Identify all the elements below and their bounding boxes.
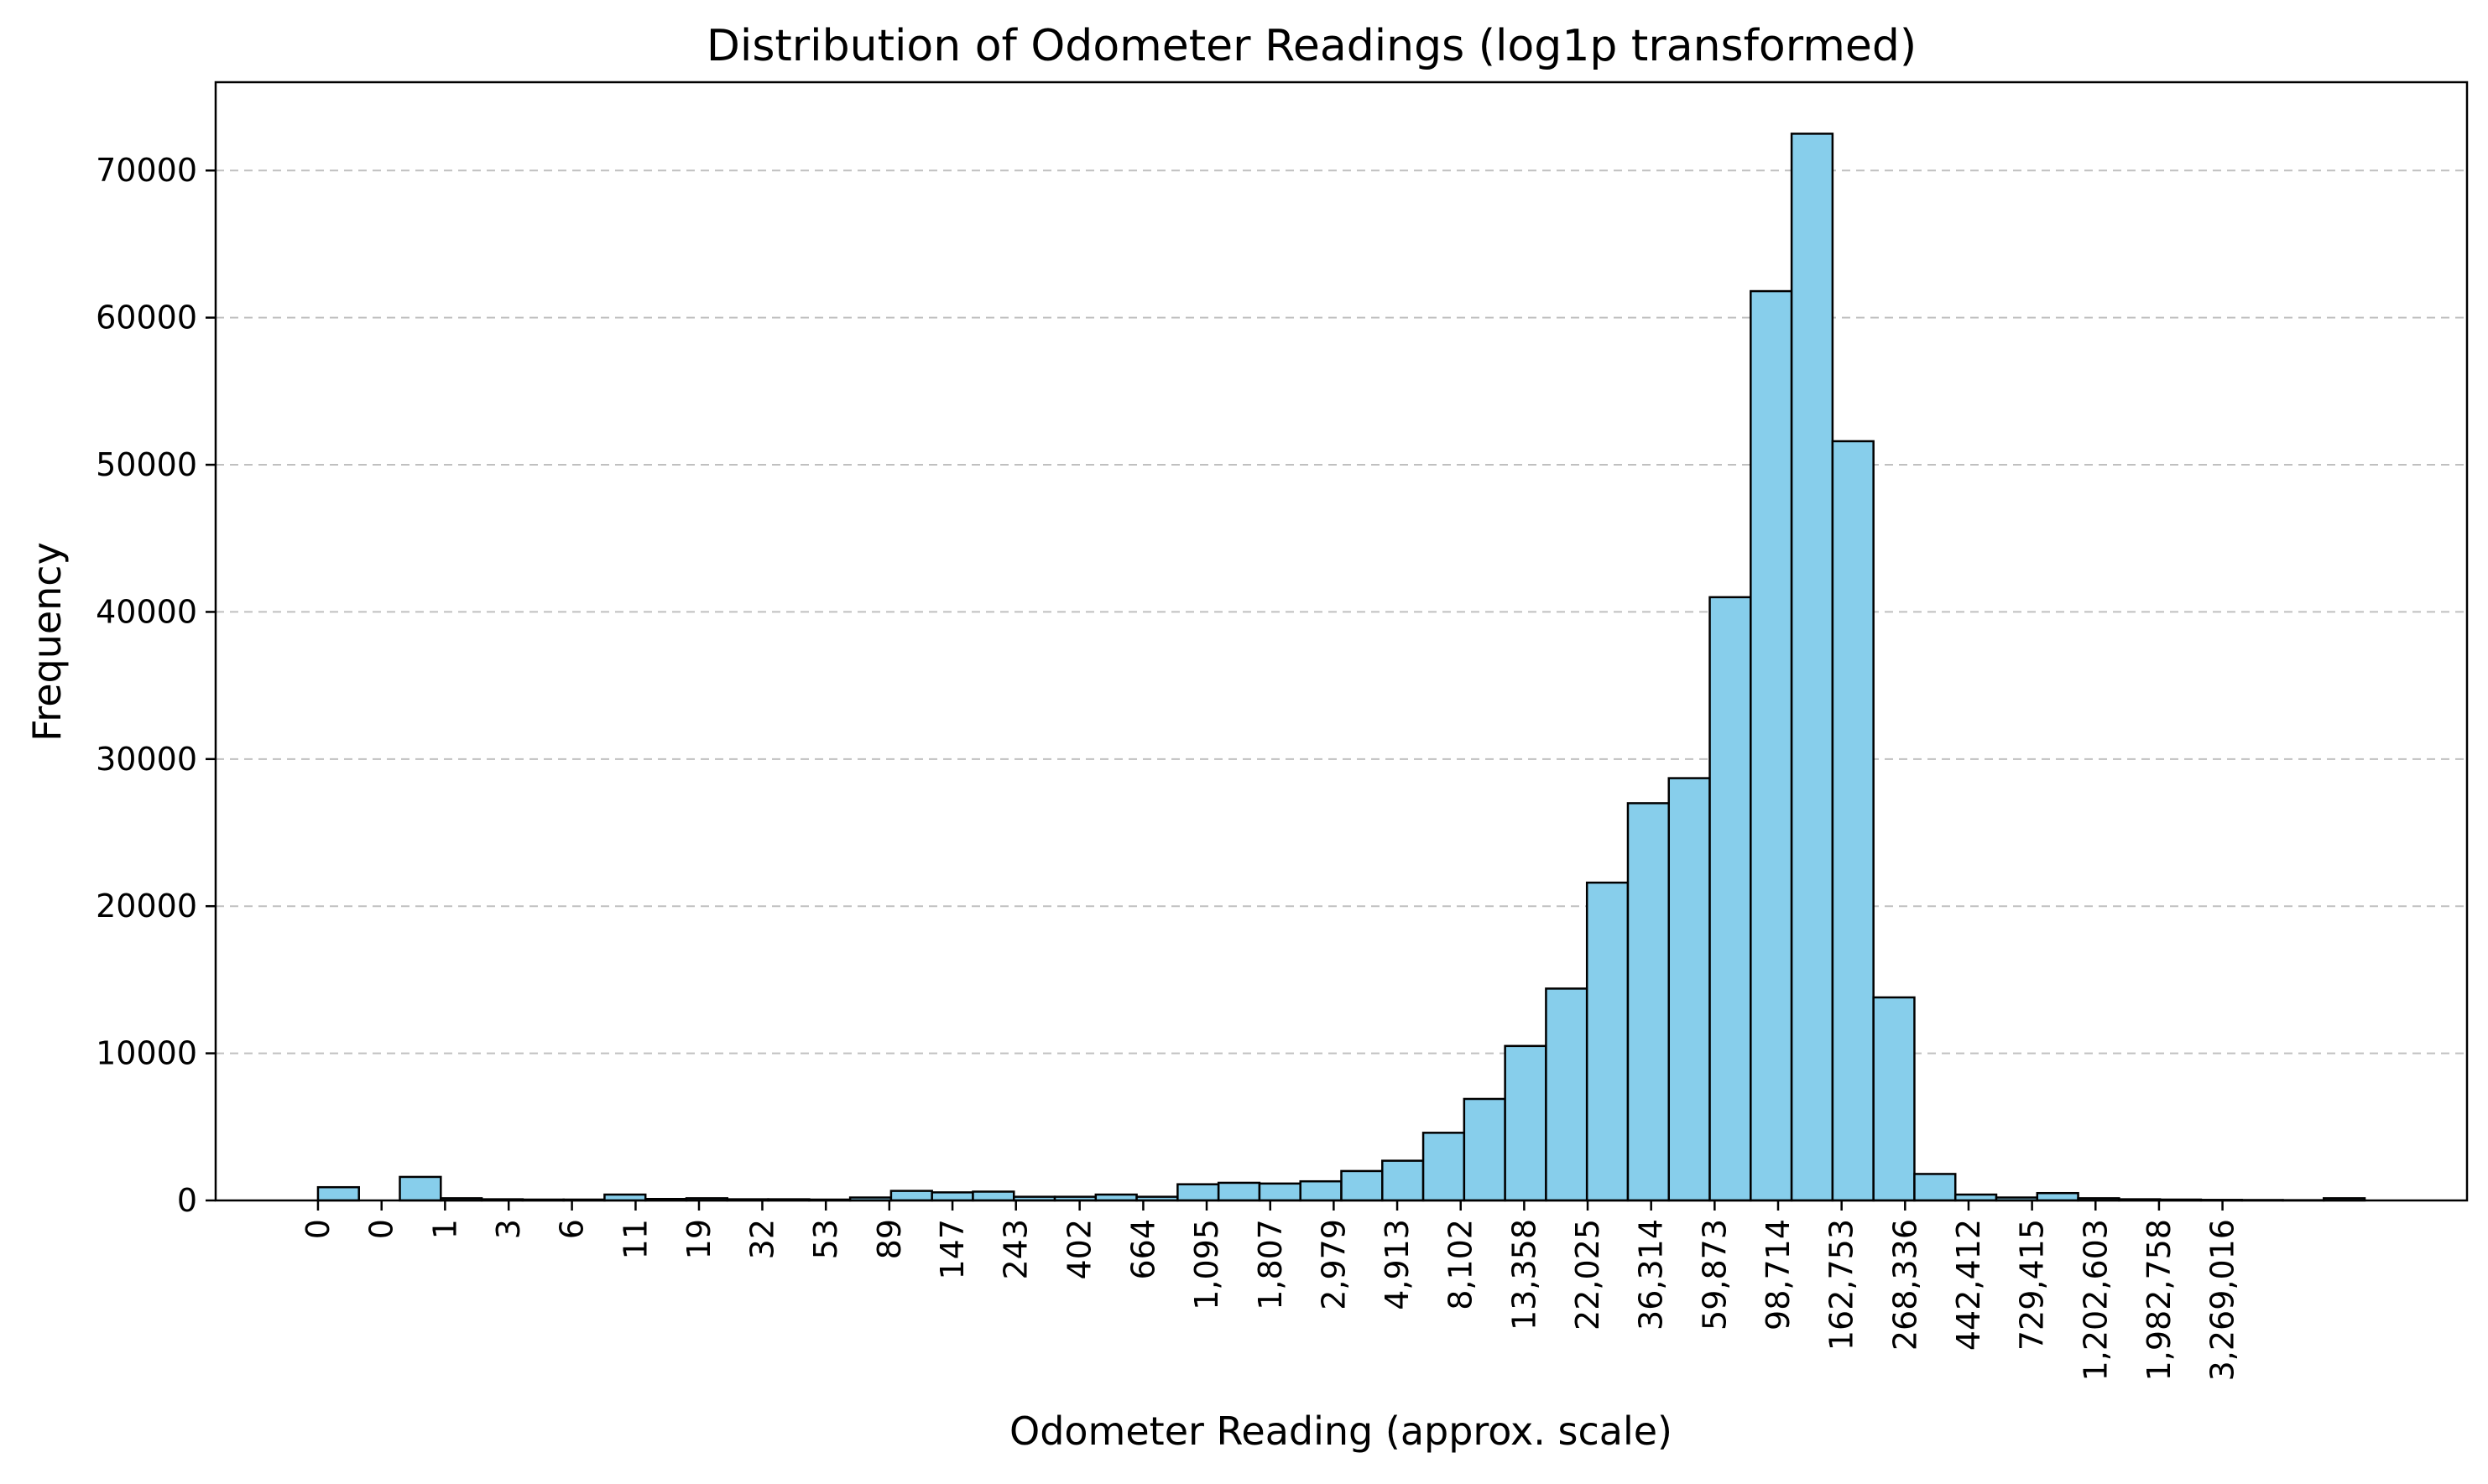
x-tick-label: 32 (743, 1219, 780, 1259)
x-tick-label: 59,873 (1696, 1219, 1733, 1330)
x-tick-label: 243 (998, 1219, 1035, 1280)
histogram-bar (1301, 1181, 1342, 1200)
histogram-bar (1342, 1171, 1383, 1200)
x-tick-label: 4,913 (1379, 1219, 1416, 1310)
x-tick-label: 402 (1061, 1219, 1098, 1280)
x-tick-label: 268,336 (1886, 1219, 1923, 1351)
y-tick-label: 70000 (96, 152, 197, 189)
x-tick-label: 11 (617, 1219, 654, 1259)
y-axis: 0 10000 20000 30000 40000 50000 60000 70000 (96, 152, 216, 1219)
histogram-bar (1423, 1133, 1464, 1200)
y-tick-label: 10000 (96, 1035, 197, 1072)
histogram-bar (2037, 1193, 2079, 1200)
y-tick-label: 0 (177, 1182, 197, 1219)
x-tick-label: 13,358 (1505, 1219, 1542, 1330)
grid-layer (216, 170, 2467, 1053)
bar-layer (318, 133, 2365, 1200)
x-tick-label: 19 (681, 1219, 717, 1259)
x-tick-label: 2,979 (1315, 1219, 1352, 1310)
y-tick-label: 40000 (96, 593, 197, 630)
y-tick-label: 60000 (96, 299, 197, 336)
histogram-bar (1792, 133, 1833, 1200)
histogram-bar (1464, 1099, 1505, 1200)
x-tick-label: 3 (490, 1219, 527, 1239)
x-tick-label: 162,753 (1823, 1219, 1860, 1351)
x-tick-label: 3,269,016 (2204, 1219, 2241, 1381)
x-axis-label: Odometer Reading (approx. scale) (1009, 1408, 1672, 1454)
x-tick-label: 442,412 (1950, 1219, 1987, 1351)
x-tick-label: 36,314 (1633, 1219, 1670, 1330)
histogram-bar (1382, 1161, 1423, 1200)
x-tick-label: 53 (807, 1219, 844, 1259)
x-tick-label: 664 (1124, 1219, 1161, 1280)
x-tick-label: 729,415 (2014, 1219, 2051, 1351)
histogram-bar (1669, 778, 1710, 1200)
histogram-bar (1833, 441, 1874, 1200)
histogram-bar (1914, 1174, 1955, 1200)
plot-frame (216, 82, 2467, 1200)
histogram-bar (1546, 988, 1587, 1200)
histogram-bar (891, 1191, 932, 1200)
histogram-bar (1750, 291, 1792, 1200)
x-tick-label: 1 (426, 1219, 463, 1239)
histogram-bar (1177, 1185, 1218, 1200)
x-tick-label: 1,982,758 (2141, 1219, 2178, 1381)
x-tick-label: 98,714 (1760, 1219, 1797, 1330)
histogram-bar (973, 1191, 1014, 1200)
y-tick-label: 50000 (96, 446, 197, 483)
y-tick-label: 30000 (96, 741, 197, 778)
x-axis: 0 0 1 3 6 11 19 32 53 89 147 243 402 664 1,095 1,807 2,9… (300, 1200, 2241, 1381)
x-tick-label: 0 (300, 1219, 336, 1239)
histogram-bar (400, 1177, 441, 1200)
histogram-bar (1710, 597, 1751, 1200)
x-tick-label: 1,202,603 (2077, 1219, 2114, 1381)
y-axis-label: Frequency (24, 542, 70, 742)
histogram-bar (1628, 803, 1669, 1200)
x-tick-label: 89 (871, 1219, 908, 1259)
chart-title: Distribution of Odometer Readings (log1p… (707, 21, 1917, 71)
x-tick-label: 1,807 (1252, 1219, 1289, 1310)
histogram-bar (932, 1192, 973, 1200)
histogram-bar (318, 1187, 359, 1200)
histogram-bar (1505, 1046, 1547, 1200)
x-tick-label: 8,102 (1442, 1219, 1479, 1310)
y-tick-label: 20000 (96, 888, 197, 924)
x-tick-label: 22,025 (1569, 1219, 1606, 1330)
histogram-bar (1874, 997, 1915, 1200)
x-tick-label: 6 (554, 1219, 591, 1239)
x-tick-label: 147 (934, 1219, 971, 1280)
histogram-bar (1218, 1183, 1260, 1200)
x-tick-label: 0 (363, 1219, 400, 1239)
x-tick-label: 1,095 (1188, 1219, 1225, 1310)
histogram-bar (1260, 1184, 1301, 1200)
histogram-bar (1587, 883, 1628, 1200)
